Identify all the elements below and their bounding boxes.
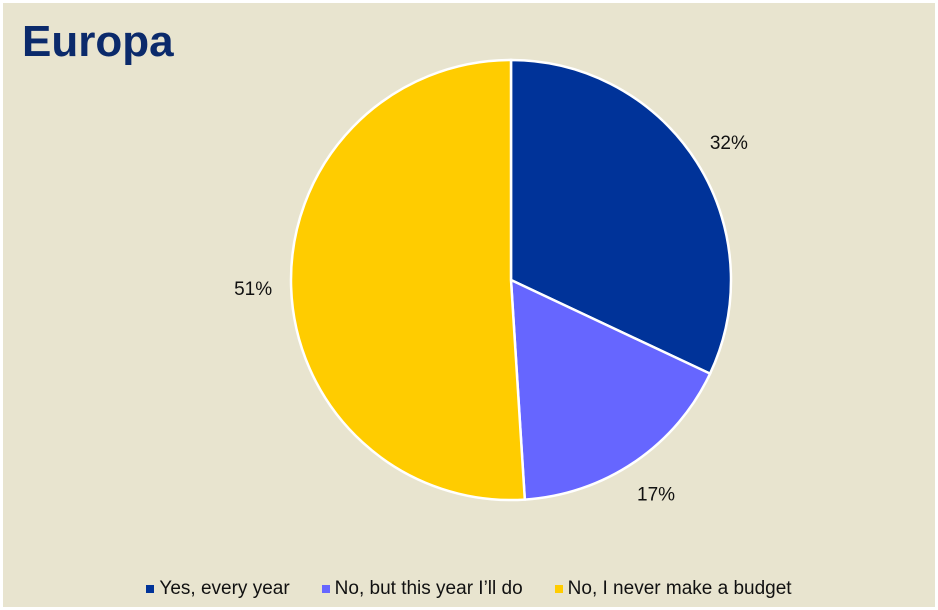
- slice-label-3: 51%: [234, 279, 272, 300]
- legend-item-2: No, but this year I’ll do: [321, 578, 523, 600]
- legend-label-1: Yes, every year: [159, 578, 290, 599]
- legend-swatch-3: [554, 585, 563, 593]
- legend-item-1: Yes, every year: [146, 578, 290, 600]
- pie-slice-1: [509, 58, 733, 376]
- legend: Yes, every year No, but this year I’ll do…: [0, 578, 938, 600]
- legend-label-3: No, I never make a budget: [567, 578, 792, 599]
- chart-title: Europa: [22, 17, 174, 66]
- legend-item-3: No, I never make a budget: [554, 578, 792, 600]
- slice-label-1: 32%: [710, 133, 748, 154]
- legend-swatch-1: [146, 585, 155, 593]
- legend-swatch-2: [321, 585, 330, 593]
- pie-slice-3: [289, 58, 527, 502]
- pie-slice-2: [509, 277, 712, 501]
- slice-label-2: 17%: [637, 484, 675, 505]
- legend-label-2: No, but this year I’ll do: [334, 578, 523, 599]
